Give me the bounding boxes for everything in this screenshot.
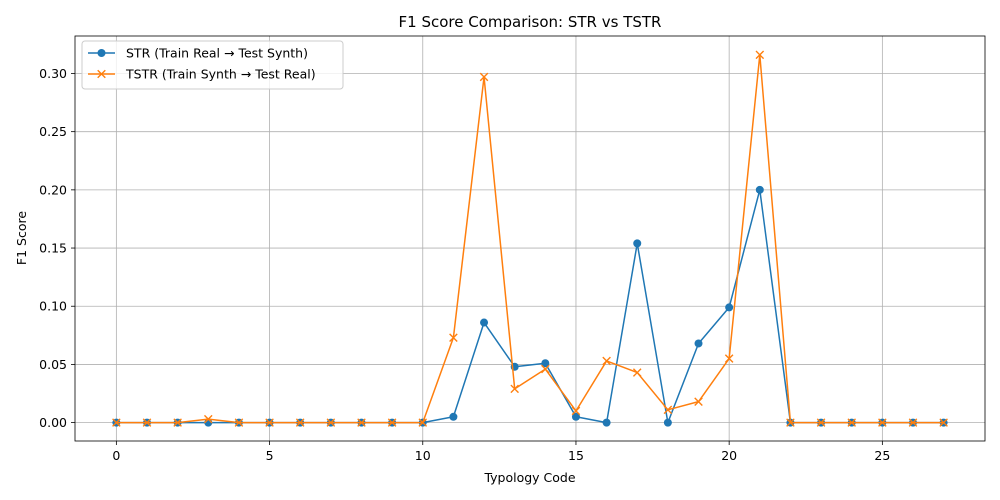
data-point xyxy=(142,418,152,427)
data-point xyxy=(387,418,397,427)
y-axis-ticks: 0.00 0.05 0.10 0.15 0.20 0.25 0.30 xyxy=(39,66,75,430)
y-axis-label: F1 Score xyxy=(14,211,29,265)
plot-series xyxy=(112,50,948,427)
data-point xyxy=(602,356,611,366)
y-tick-label: 0.30 xyxy=(39,66,67,81)
data-point xyxy=(479,72,489,82)
x-axis-ticks: 0 5 10 15 20 25 xyxy=(112,441,890,463)
data-point xyxy=(663,405,673,415)
data-point xyxy=(571,412,580,421)
legend: STR (Train Real → Test Synth) TSTR (Trai… xyxy=(81,40,344,90)
data-point xyxy=(112,418,121,427)
x-tick-label: 10 xyxy=(415,448,431,463)
data-point xyxy=(755,50,765,60)
data-point xyxy=(602,418,611,427)
series-tstr xyxy=(112,50,948,427)
data-point xyxy=(939,418,948,427)
data-point xyxy=(694,339,703,348)
data-point xyxy=(295,418,305,427)
data-point xyxy=(632,368,642,377)
y-tick-label: 0.05 xyxy=(39,357,67,372)
data-point xyxy=(418,418,428,427)
data-point xyxy=(265,418,274,427)
data-point xyxy=(326,418,336,427)
data-point xyxy=(725,303,734,312)
y-tick-label: 0.25 xyxy=(39,124,67,139)
data-point xyxy=(173,418,182,427)
legend-box xyxy=(81,40,344,90)
data-point xyxy=(357,418,366,427)
x-tick-label: 20 xyxy=(721,448,737,463)
legend-marker-tstr xyxy=(97,69,106,79)
data-point xyxy=(724,354,734,363)
data-point xyxy=(816,418,826,427)
y-tick-label: 0.10 xyxy=(39,299,67,314)
data-point xyxy=(449,333,458,342)
data-point xyxy=(755,185,764,194)
x-tick-label: 15 xyxy=(568,448,584,463)
data-point xyxy=(480,318,489,327)
data-point xyxy=(541,364,550,374)
data-point xyxy=(694,397,703,406)
data-point xyxy=(786,418,795,427)
x-tick-label: 25 xyxy=(874,448,890,463)
x-tick-label: 5 xyxy=(266,448,274,463)
data-point xyxy=(203,414,213,424)
plot-frame xyxy=(74,35,986,442)
chart-title: F1 Score Comparison: STR vs TSTR xyxy=(399,13,662,31)
data-point xyxy=(663,418,672,427)
y-tick-label: 0.15 xyxy=(39,241,67,256)
data-point xyxy=(541,359,550,368)
x-axis-label: Typology Code xyxy=(483,470,575,485)
legend-label-str: STR (Train Real → Test Synth) xyxy=(126,46,308,61)
x-tick-label: 0 xyxy=(112,448,120,463)
data-point xyxy=(847,418,857,427)
data-point xyxy=(633,239,642,248)
legend-x-marker xyxy=(97,69,106,79)
y-tick-label: 0.20 xyxy=(39,182,67,197)
data-point xyxy=(510,384,519,394)
y-tick-label: 0.00 xyxy=(39,415,67,430)
data-point xyxy=(234,418,244,427)
data-point xyxy=(878,418,887,427)
legend-marker-str xyxy=(97,49,106,57)
data-point xyxy=(908,418,918,427)
data-point xyxy=(449,412,458,421)
legend-label-tstr: TSTR (Train Synth → Test Real) xyxy=(125,67,316,82)
data-point xyxy=(571,406,581,416)
series-line xyxy=(116,54,944,424)
